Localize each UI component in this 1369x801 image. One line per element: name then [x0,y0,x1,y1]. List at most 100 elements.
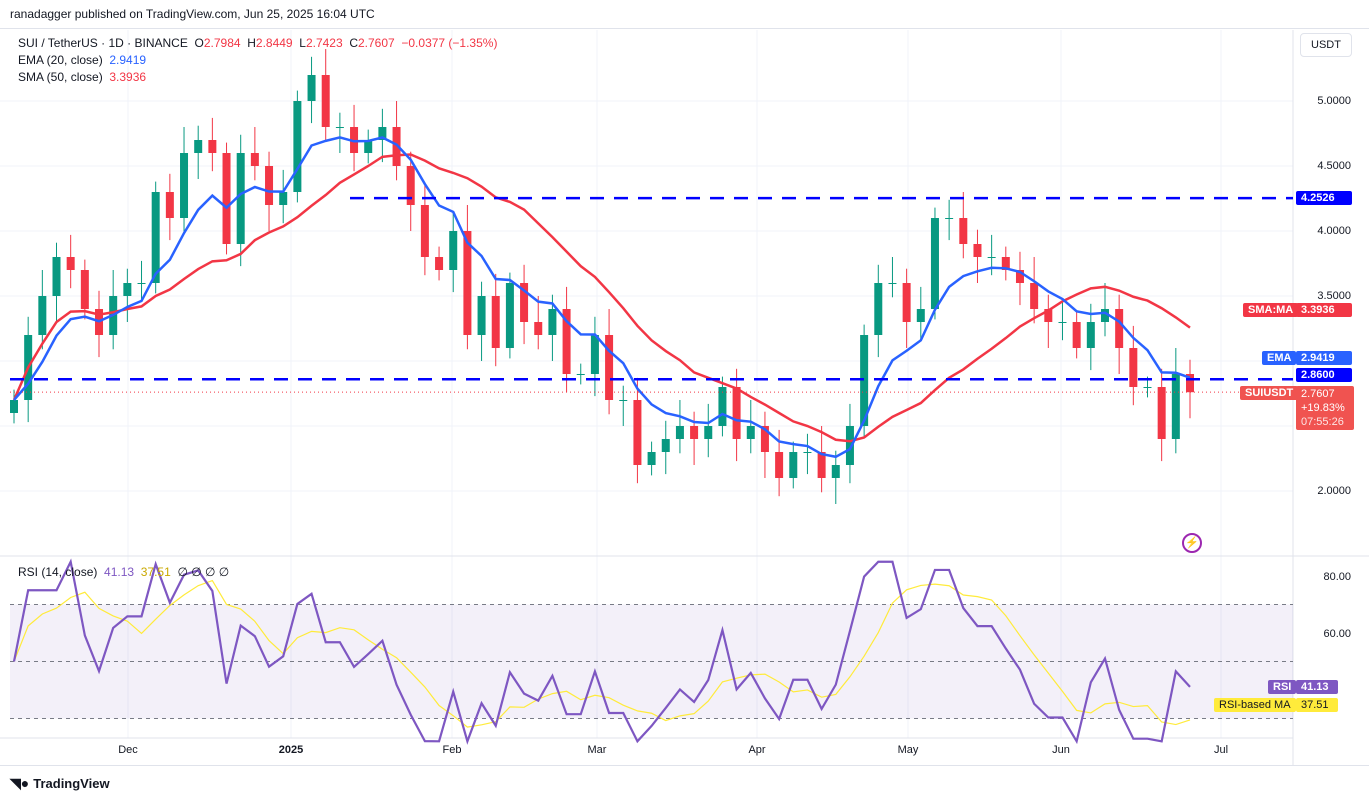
candle-body [38,296,47,335]
candle-body [1100,309,1109,322]
price-tick: 3.5000 [1317,290,1351,302]
price-tick: 5.0000 [1317,95,1351,107]
candle-body [335,127,344,128]
candle-body [888,283,897,284]
candle-body [66,257,75,270]
open-value: 2.7984 [203,36,241,50]
sma-tag-label: SMA:MA [1243,303,1299,317]
candle-body [236,153,245,244]
ema-tag-label: EMA [1262,351,1297,365]
candle-body [435,257,444,270]
candle-body [902,283,911,322]
candle-body [392,127,401,166]
candle-body [165,192,174,218]
candle-body [10,400,18,413]
symbol-title[interactable]: SUI / TetherUS · 1D · BINANCE [18,36,188,50]
last-price: 2.7607 [1301,388,1335,400]
tradingview-logo-text: TradingView [33,776,110,791]
rsi-line [12,558,1191,745]
candle-body [1143,387,1152,388]
candle-body [1001,257,1010,270]
ema-label: EMA (20, close) [18,53,103,67]
candle-body [831,465,840,478]
candle-body [973,244,982,257]
candle-body [803,452,812,453]
candle-body [477,296,486,335]
rsi-tick: 60.00 [1323,628,1351,640]
ema-legend[interactable]: EMA (20, close) 2.9419 [18,52,497,69]
rsi-ma-line [13,579,1191,728]
candle-body [775,452,784,478]
candle-body [491,296,500,348]
ema-value: 2.9419 [109,53,147,67]
low-value: 2.7423 [305,36,343,50]
candle-body [208,140,217,153]
symbol-line: SUI / TetherUS · 1D · BINANCE O2.7984 H2… [18,35,497,52]
rsi-value: 41.13 [104,565,135,579]
candle-body [505,283,514,348]
bar-countdown: 07:55:26 [1301,416,1344,428]
sma-legend[interactable]: SMA (50, close) 3.3936 [18,69,497,86]
rsi-label: RSI (14, close) [18,565,98,579]
c-label: C [349,36,358,50]
candle-body [534,322,543,335]
candle-body [222,153,231,244]
price-tick: 2.0000 [1317,485,1351,497]
time-tick: Dec [118,744,138,756]
tradingview-logo-icon: ◥● [10,775,30,791]
lightning-icon[interactable]: ⚡ [1182,533,1202,553]
candle-body [1115,309,1124,348]
candle-body [80,270,89,309]
h-label: H [247,36,256,50]
candle-body [364,140,373,153]
tradingview-logo[interactable]: ◥● TradingView [10,775,110,792]
candle-body [307,75,316,101]
candle-body [732,387,741,439]
resistance-tag: 4.2526 [1296,191,1352,205]
chart-frame[interactable] [0,28,1369,766]
candle-body [930,218,939,309]
candle-body [1086,322,1095,348]
candle-body [520,283,529,322]
candle-body [293,101,302,192]
candle-body [916,309,925,322]
rsi-ma-tag-value: 37.51 [1296,698,1338,712]
candle-body [151,192,160,283]
candle-body [845,426,854,465]
sma-label: SMA (50, close) [18,70,103,84]
candle-body [194,140,203,153]
rsi-legend[interactable]: RSI (14, close) 41.13 37.51 ∅ ∅ ∅ ∅ [18,565,229,579]
candle-body [548,309,557,335]
price-tick: 4.5000 [1317,160,1351,172]
candle-body [1058,322,1067,323]
candle-body [718,387,727,426]
close-value: 2.7607 [358,36,395,50]
candle-body [1044,309,1053,322]
candle-body [350,127,359,153]
candle-body [760,426,769,452]
candle-body [265,166,274,205]
high-value: 2.8449 [255,36,293,50]
sma-value: 3.3936 [109,70,147,84]
candle-body [463,231,472,335]
time-tick: Jun [1052,744,1070,756]
last-price-tag: 2.7607 +19.83% 07:55:26 [1296,386,1354,430]
candle-body [874,283,883,335]
candle-body [279,192,288,205]
support-tag: 2.8600 [1296,368,1352,382]
candle-body [1129,348,1138,387]
candle-body [605,335,614,400]
change-value: −0.0377 (−1.35%) [401,36,498,50]
candle-body [1157,387,1166,439]
chart-legend: SUI / TetherUS · 1D · BINANCE O2.7984 H2… [18,35,497,86]
candle-body [1015,270,1024,283]
candle-body [704,426,713,439]
l-label: L [299,36,306,50]
candle-body [789,452,798,478]
symbol-tag: SUIUSDT [1240,386,1299,400]
currency-button[interactable]: USDT [1300,33,1352,57]
candle-body [406,166,415,205]
candle-body [449,231,458,270]
time-tick: Mar [587,744,607,756]
